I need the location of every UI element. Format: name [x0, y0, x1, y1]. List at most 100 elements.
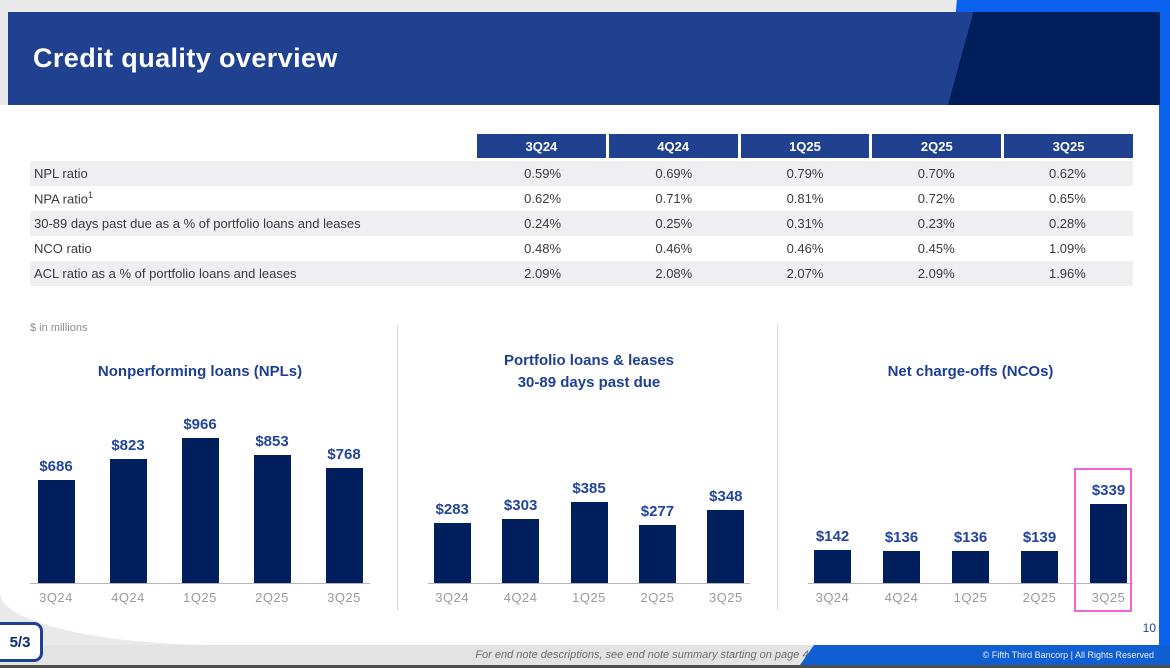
chart-bar-slot: $277 — [623, 503, 691, 583]
bar — [1090, 504, 1127, 583]
bar-value-label: $823 — [111, 437, 145, 454]
x-axis-label: 3Q25 — [1091, 590, 1126, 605]
bar — [325, 468, 363, 583]
chart-bar-slot: $136 — [936, 529, 1005, 583]
credit-quality-table: 3Q24 4Q24 1Q25 2Q25 3Q25 NPL ratio 0.59% 0.69%… — [30, 134, 1133, 286]
chart-title-line: Nonperforming loans (NPLs) — [97, 362, 303, 380]
table-cell: 0.62% — [1048, 166, 1086, 181]
x-axis-labels: 3Q24 4Q24 1Q25 2Q25 3Q25 — [20, 590, 380, 605]
copyright-text: © Fifth Third Bancorp | All Rights Reser… — [982, 650, 1154, 660]
bottom-border — [0, 665, 1170, 668]
endnote-text: For end note descriptions, see end note … — [475, 649, 815, 661]
column-header: 3Q24 — [477, 134, 606, 158]
x-axis-label: 1Q25 — [572, 590, 606, 605]
chart-past-due: Portfolio loans & leases 30-89 days past … — [418, 340, 760, 615]
table-row: 30-89 days past due as a % of portfolio … — [30, 211, 1133, 236]
bar-value-label: $385 — [572, 480, 606, 497]
header-bar: Credit quality overview — [8, 12, 1133, 105]
bar-value-label: $277 — [640, 503, 675, 520]
logo-text: 5/3 — [9, 633, 31, 651]
row-label: NCO ratio — [34, 241, 92, 256]
right-accent-strip — [1159, 0, 1170, 665]
x-axis-label: 1Q25 — [183, 590, 217, 605]
bar — [570, 502, 608, 583]
table-cell: 0.72% — [917, 191, 955, 206]
bar — [952, 551, 989, 583]
page-number: 10 — [1142, 621, 1156, 635]
bar-value-label: $966 — [183, 416, 217, 433]
bar — [433, 523, 471, 583]
table-cell: 0.48% — [524, 241, 562, 256]
bar — [814, 550, 851, 583]
bar-value-label: $136 — [884, 529, 919, 546]
bar — [638, 525, 676, 583]
table-row: ACL ratio as a % of portfolio loans and … — [30, 261, 1133, 286]
chart-bar-slot: $385 — [555, 480, 623, 583]
bar-value-label: $339 — [1091, 482, 1126, 499]
chart-bar-slot: $339 — [1074, 482, 1143, 583]
bar-value-label: $142 — [815, 528, 850, 545]
chart-bar-slot: $303 — [486, 497, 554, 583]
table-cell: 1.09% — [1048, 241, 1086, 256]
table-cell: 0.46% — [655, 241, 693, 256]
bar-value-label: $283 — [435, 501, 469, 518]
bar — [253, 455, 291, 583]
table-cell: 2.08% — [655, 266, 693, 281]
x-axis-label: 3Q24 — [815, 590, 850, 605]
chart-bar-slot: $142 — [798, 528, 867, 583]
row-label-superscript: 1 — [87, 190, 93, 201]
chart-bar-slot: $348 — [692, 488, 760, 583]
x-axis-label: 1Q25 — [953, 590, 988, 605]
x-axis-label: 3Q25 — [708, 590, 743, 605]
table-cell: 0.62% — [524, 191, 562, 206]
bar — [1021, 551, 1058, 583]
chart-bar-slot: $823 — [92, 437, 164, 583]
chart-bars: $142 $136 $136 $139 $339 — [798, 482, 1143, 583]
table-cell: 2.09% — [524, 266, 562, 281]
table-cell: 0.28% — [1048, 216, 1086, 231]
x-axis-labels: 3Q24 4Q24 1Q25 2Q25 3Q25 — [798, 590, 1143, 605]
chart-ncos: Net charge-offs (NCOs) $142 $136 $136 $139 $3… — [798, 340, 1143, 615]
x-axis-label: 2Q25 — [255, 590, 289, 605]
row-label: NPA ratio1 — [34, 190, 93, 207]
table-header-row: 3Q24 4Q24 1Q25 2Q25 3Q25 — [477, 134, 1133, 158]
table-cell: 2.09% — [917, 266, 955, 281]
table-cell: 0.79% — [786, 166, 824, 181]
bar — [181, 438, 219, 583]
corner-navy-shape — [948, 12, 1160, 105]
bar-value-label: $139 — [1022, 529, 1057, 546]
x-axis-line — [808, 583, 1133, 584]
table-cell: 0.70% — [917, 166, 955, 181]
table-cell: 0.65% — [1048, 191, 1086, 206]
x-axis-line — [30, 583, 370, 584]
x-axis-label: 4Q24 — [884, 590, 919, 605]
x-axis-line — [428, 583, 750, 584]
table-cell: 0.31% — [786, 216, 824, 231]
chart-divider-1 — [397, 325, 398, 610]
bar — [707, 510, 745, 583]
table-cell: 0.25% — [655, 216, 693, 231]
table-cell: 0.23% — [917, 216, 955, 231]
units-note: $ in millions — [30, 322, 88, 334]
column-header: 1Q25 — [740, 134, 870, 158]
chart-title: Portfolio loans & leases 30-89 days past … — [418, 344, 760, 400]
table-body: NPL ratio 0.59% 0.69% 0.79% 0.70% 0.62% NPA ra… — [30, 161, 1133, 286]
bar-value-label: $136 — [953, 529, 988, 546]
column-header: 3Q25 — [1004, 134, 1133, 158]
x-axis-label: 2Q25 — [1022, 590, 1057, 605]
table-row: NPA ratio1 0.62% 0.71% 0.81% 0.72% 0.65% — [30, 186, 1133, 211]
row-label: NPL ratio — [34, 166, 88, 181]
table-cell: 1.96% — [1048, 266, 1086, 281]
bar — [883, 551, 920, 583]
column-header: 2Q25 — [872, 134, 1002, 158]
x-axis-label: 4Q24 — [503, 590, 538, 605]
bar-value-label: $853 — [255, 433, 289, 450]
table-cell: 0.69% — [655, 166, 693, 181]
bar-value-label: $686 — [39, 458, 73, 475]
table-cell: 0.46% — [786, 241, 824, 256]
chart-bars: $686 $823 $966 $853 $768 — [20, 416, 380, 583]
footer-copyright-bar: © Fifth Third Bancorp | All Rights Reser… — [800, 645, 1170, 665]
chart-bar-slot: $136 — [867, 529, 936, 583]
highlight-box — [1074, 468, 1132, 612]
